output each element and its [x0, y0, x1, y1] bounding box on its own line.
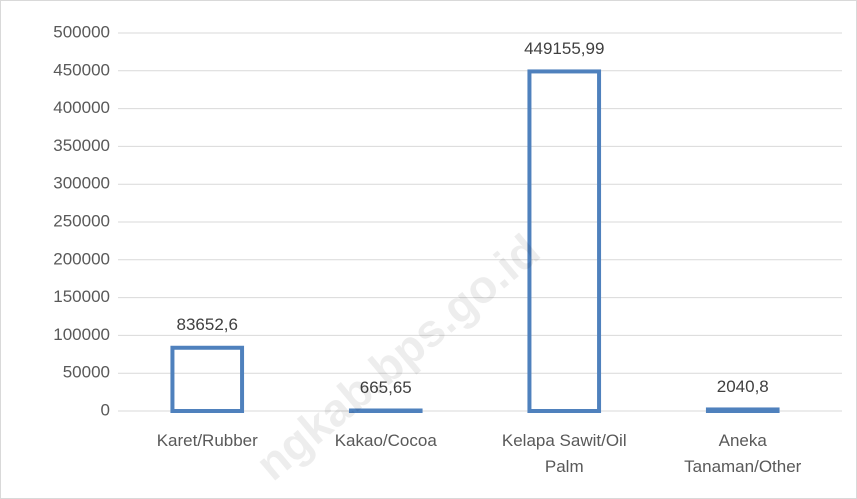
value-label: 449155,99 — [524, 39, 604, 58]
bar — [170, 345, 245, 414]
y-tick-label: 300000 — [53, 174, 110, 193]
bar — [705, 407, 780, 413]
x-tick-label: Aneka Tanaman/Other — [684, 431, 802, 476]
value-label: 2040,8 — [717, 377, 769, 396]
value-label: 83652,6 — [177, 315, 238, 334]
y-tick-label: 250000 — [53, 211, 110, 230]
y-tick-label: 50000 — [63, 363, 110, 382]
value-label: 665,65 — [360, 378, 412, 397]
y-tick-label: 0 — [101, 400, 110, 419]
x-tick-label: Karet/Rubber — [156, 431, 258, 450]
bar — [527, 69, 602, 413]
x-tick-label: Kakao/Cocoa — [334, 431, 437, 450]
y-tick-label: 500000 — [53, 22, 110, 41]
y-tick-label: 450000 — [53, 60, 110, 79]
y-tick-label: 400000 — [53, 98, 110, 117]
x-tick-label: Kelapa Sawit/Oil Palm — [501, 431, 627, 476]
y-tick-label: 100000 — [53, 325, 110, 344]
y-tick-label: 200000 — [53, 249, 110, 268]
y-tick-label: 150000 — [53, 287, 110, 306]
y-tick-label: 350000 — [53, 136, 110, 155]
bar — [348, 408, 423, 413]
